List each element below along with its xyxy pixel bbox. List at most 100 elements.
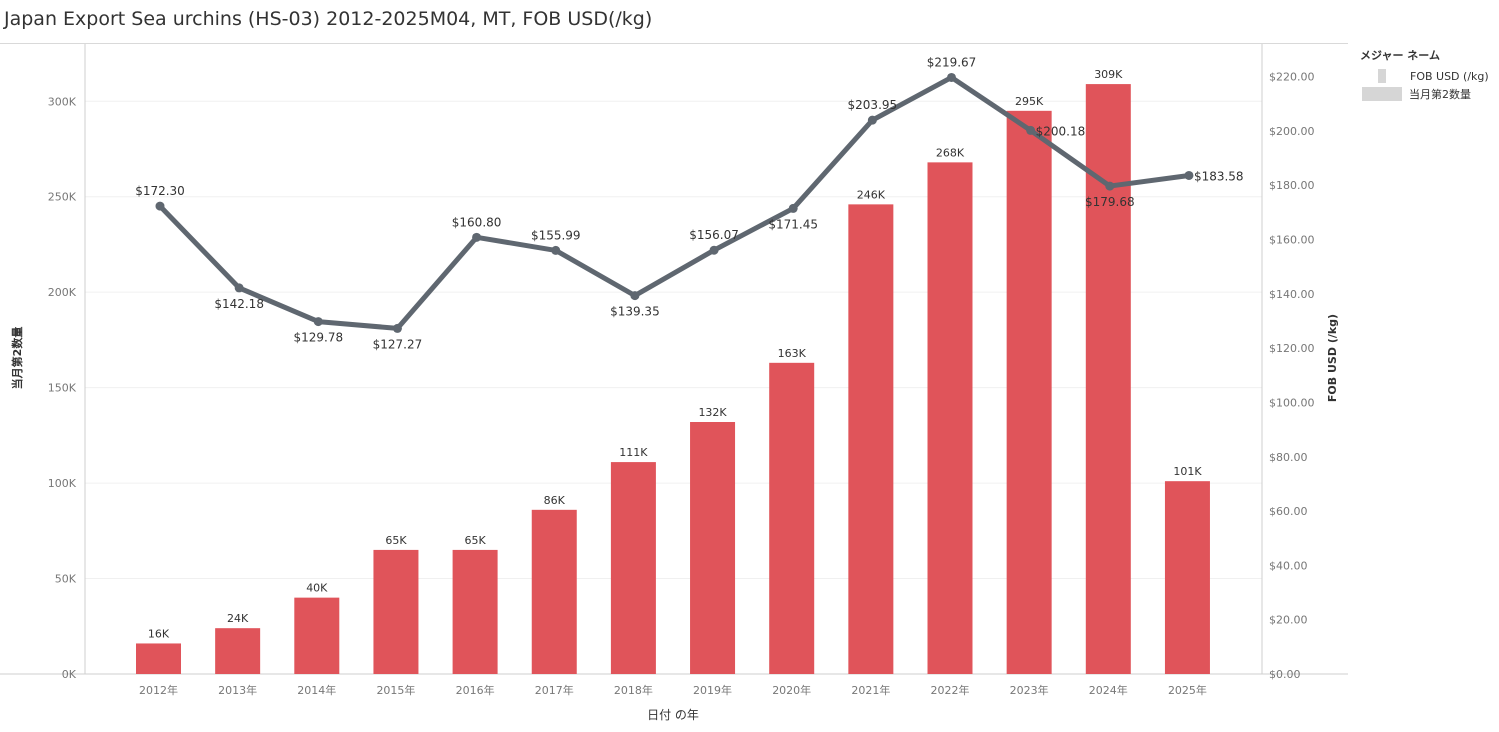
y-tick-label: 300K [48,95,77,108]
fob-data-label: $200.18 [1036,124,1086,138]
fob-point [551,245,561,255]
legend: メジャー ネーム FOB USD (/kg) 当月第2数量 [1360,47,1489,103]
x-tick-label: 2020年 [772,683,811,697]
bar-data-label: 24K [227,612,249,625]
bar-data-label: 40K [306,582,328,595]
legend-bar-swatch [1362,87,1402,101]
fob-data-label: $179.68 [1085,195,1135,209]
gridlines [85,100,1262,580]
bar [690,422,736,674]
bar-data-label: 295K [1015,95,1044,108]
bar [848,204,894,674]
fob-point [155,201,165,211]
x-tick-label: 2021年 [851,683,890,697]
bar [373,549,419,674]
x-tick-label: 2018年 [614,683,653,697]
y2-tick-label: $220.00 [1269,71,1315,84]
bar [215,628,261,674]
y-tick-label: 250K [48,191,77,204]
legend-item-quantity[interactable]: 当月第2数量 [1360,85,1489,103]
legend-item-label: 当月第2数量 [1409,88,1471,101]
bar [1006,110,1052,675]
y2-tick-label: $200.00 [1269,125,1315,138]
fob-point [392,323,402,333]
bar-data-label: 65K [385,534,407,547]
fob-line [157,74,1192,331]
y2-axis-title: FOB USD (/kg) [1326,314,1339,402]
bar-data-label: 268K [936,146,965,159]
x-tick-label: 2022年 [931,683,970,697]
bar-data-label: 101K [1173,465,1202,478]
axes [0,44,1348,675]
fob-data-label: $142.18 [214,297,264,311]
fob-data-label: $172.30 [135,184,185,198]
title-divider [0,43,1348,44]
line-series [155,72,1194,333]
fob-point [1184,170,1194,180]
line-data-labels: $172.30 $142.18 $129.78 $127.27 $160.80 $155.… [135,55,1243,351]
y2-tick-label: $120.00 [1269,342,1315,355]
x-tick-label: 2016年 [456,683,495,697]
fob-data-label: $156.07 [689,228,739,242]
fob-point [234,283,244,293]
bar-data-label: 86K [544,494,566,507]
bar-data-labels: 16K 24K 40K 65K 65K 86K 111K 132K 163K 246K 268K 29… [148,68,1202,640]
bar-data-label: 309K [1094,68,1123,81]
bar [1164,481,1210,674]
y2-tick-label: $80.00 [1269,451,1308,464]
fob-data-label: $203.95 [848,98,898,112]
y2-tick-label: $0.00 [1269,668,1301,681]
y-axis-title: 当月第2数量 [10,327,24,390]
y-tick-label: 100K [48,477,77,490]
fob-data-label: $183.58 [1194,169,1244,183]
y2-tick-label: $140.00 [1269,288,1315,301]
fob-point [709,245,719,255]
bar-data-label: 111K [619,446,648,459]
fob-data-label: $139.35 [610,305,660,319]
x-tick-label: 2024年 [1089,683,1128,697]
bar [610,462,656,674]
bar-data-label: 65K [464,534,486,547]
fob-point [472,232,482,242]
bar [531,509,577,674]
y2-tick-label: $40.00 [1269,559,1308,572]
chart-title: Japan Export Sea urchins (HS-03) 2012-20… [4,8,653,30]
legend-line-swatch [1378,69,1386,83]
bar [294,597,340,674]
bar-data-label: 163K [778,347,807,360]
bar-series [136,84,1210,675]
bar-data-label: 16K [148,627,170,640]
legend-item-label: FOB USD (/kg) [1410,69,1489,83]
fob-point [1026,125,1036,135]
fob-point [313,317,323,327]
fob-point [1105,181,1115,191]
bar [136,643,181,674]
fob-data-label: $155.99 [531,228,581,242]
y-tick-label: 200K [48,286,77,299]
y2-tick-label: $100.00 [1269,396,1315,409]
x-tick-label: 2013年 [218,683,257,697]
x-axis-title: 日付 の年 [647,708,699,722]
fob-data-label: $129.78 [293,331,343,345]
bar-data-label: 132K [698,406,727,419]
legend-item-fob[interactable]: FOB USD (/kg) [1360,67,1489,85]
fob-point [630,291,640,301]
x-tick-label: 2019年 [693,683,732,697]
y2-tick-label: $160.00 [1269,234,1315,247]
fob-data-label: $171.45 [768,217,818,231]
fob-point [947,72,956,82]
y-tick-label: 50K [55,573,77,586]
tick-labels: 0K 50K 100K 150K 200K 250K 300K $0.00 $20.00 $40.… [48,71,1315,697]
bar [927,162,973,674]
legend-title: メジャー ネーム [1360,49,1440,62]
fob-data-label: $160.80 [452,215,502,229]
x-tick-label: 2025年 [1168,683,1207,697]
x-tick-label: 2015年 [376,683,415,697]
y2-tick-label: $20.00 [1269,614,1308,627]
bar [452,549,498,674]
fob-point [788,203,798,213]
fob-point [867,115,877,125]
x-tick-label: 2014年 [297,683,336,697]
fob-data-label: $219.67 [927,55,977,69]
